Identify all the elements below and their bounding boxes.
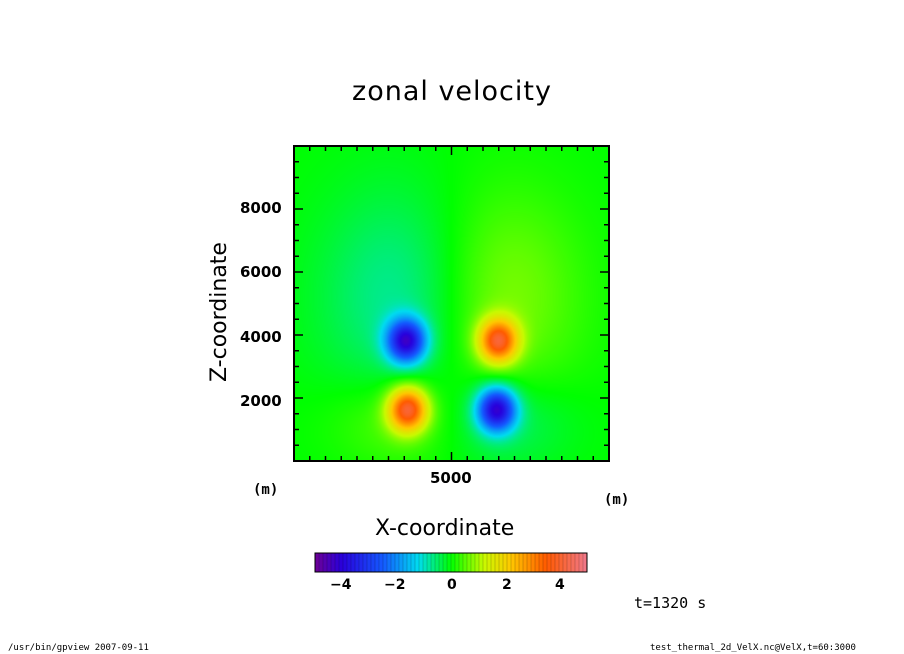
x-tick-label: 5000 — [430, 469, 472, 487]
colorbar-tick-label: 4 — [555, 577, 565, 593]
chart-title: zonal velocity — [352, 76, 552, 107]
colorbar-cell — [511, 553, 516, 572]
colorbar-cell — [367, 553, 372, 572]
x-unit-label: (m) — [604, 492, 630, 508]
colorbar-cell — [491, 553, 496, 572]
colorbar-tick-label: −4 — [330, 577, 352, 593]
colorbar-cell — [335, 553, 340, 572]
colorbar-cell — [355, 553, 360, 572]
colorbar-cell — [539, 553, 544, 572]
colorbar-tick-label: 0 — [447, 577, 457, 593]
y-axis-label: Z-coordinate — [207, 242, 232, 382]
y-tick-label: 6000 — [240, 263, 282, 281]
colorbar-cell — [479, 553, 484, 572]
colorbar-cell — [503, 553, 508, 572]
colorbar-cell — [327, 553, 332, 572]
colorbar-cell — [575, 553, 580, 572]
colorbar-cell — [543, 553, 548, 572]
plot-ticks — [294, 146, 609, 461]
colorbar-cell — [487, 553, 492, 572]
colorbar-cell — [563, 553, 568, 572]
colorbar-tick-label: −2 — [384, 577, 406, 593]
colorbar-tick-label: 2 — [502, 577, 512, 593]
colorbar-cell — [339, 553, 344, 572]
colorbar-cell — [423, 553, 428, 572]
colorbar-cell — [427, 553, 432, 572]
colorbar-cell — [399, 553, 404, 572]
colorbar-cell — [407, 553, 412, 572]
colorbar-cell — [571, 553, 576, 572]
colorbar-cell — [383, 553, 388, 572]
colorbar-cell — [455, 553, 460, 572]
colorbar-cell — [375, 553, 380, 572]
colorbar-cell — [419, 553, 424, 572]
colorbar-cell — [559, 553, 564, 572]
colorbar-cell — [415, 553, 420, 572]
colorbar-cell — [395, 553, 400, 572]
colorbar-cell — [463, 553, 468, 572]
colorbar-cell — [583, 553, 588, 572]
colorbar-cell — [527, 553, 532, 572]
colorbar-cell — [579, 553, 584, 572]
colorbar-cell — [371, 553, 376, 572]
y-unit-label: (m) — [253, 482, 279, 498]
colorbar-cell — [467, 553, 472, 572]
colorbar-cell — [391, 553, 396, 572]
colorbar-cell — [343, 553, 348, 572]
colorbar-cell — [435, 553, 440, 572]
colorbar-cell — [315, 553, 320, 572]
colorbar-cell — [555, 553, 560, 572]
colorbar-cell — [499, 553, 504, 572]
y-tick-label: 4000 — [240, 328, 282, 346]
y-tick-label: 8000 — [240, 199, 282, 217]
y-tick-label: 2000 — [240, 392, 282, 410]
colorbar-cell — [523, 553, 528, 572]
colorbar-cell — [331, 553, 336, 572]
velocity-field — [295, 147, 608, 460]
colorbar-cell — [471, 553, 476, 572]
colorbar-cell — [411, 553, 416, 572]
colorbar-cell — [495, 553, 500, 572]
colorbar-cell — [483, 553, 488, 572]
colorbar-cell — [535, 553, 540, 572]
x-axis-label: X-coordinate — [375, 516, 515, 541]
footer-left: /usr/bin/gpview 2007-09-11 — [8, 643, 149, 653]
colorbar-cell — [551, 553, 556, 572]
colorbar-cell — [323, 553, 328, 572]
colorbar-cell — [351, 553, 356, 572]
colorbar-cell — [359, 553, 364, 572]
footer-right: test_thermal_2d_VelX.nc@VelX,t=60:3000 — [650, 643, 856, 653]
colorbar-cell — [387, 553, 392, 572]
colorbar-cell — [403, 553, 408, 572]
time-label: t=1320 s — [634, 594, 707, 612]
colorbar — [314, 552, 588, 573]
colorbar-cell — [439, 553, 444, 572]
colorbar-cell — [519, 553, 524, 572]
colorbar-cell — [547, 553, 552, 572]
colorbar-cell — [567, 553, 572, 572]
colorbar-cell — [347, 553, 352, 572]
plot-area — [293, 145, 610, 462]
colorbar-cell — [447, 553, 452, 572]
colorbar-cell — [451, 553, 456, 572]
colorbar-cell — [531, 553, 536, 572]
colorbar-cell — [379, 553, 384, 572]
colorbar-cell — [431, 553, 436, 572]
colorbar-cell — [459, 553, 464, 572]
colorbar-cell — [319, 553, 324, 572]
colorbar-cell — [515, 553, 520, 572]
colorbar-cell — [507, 553, 512, 572]
colorbar-cell — [475, 553, 480, 572]
colorbar-cell — [443, 553, 448, 572]
colorbar-cell — [363, 553, 368, 572]
